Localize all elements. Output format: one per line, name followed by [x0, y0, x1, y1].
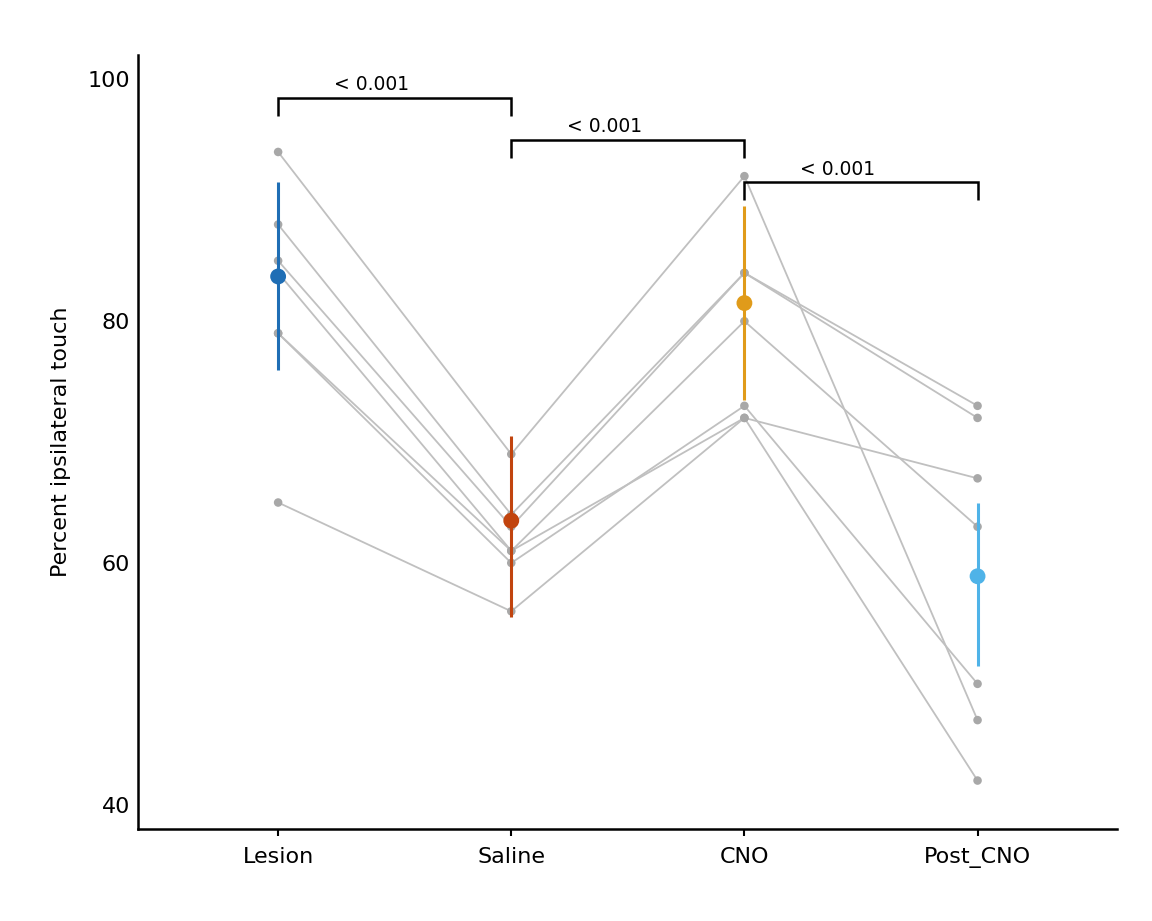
Point [969, 676, 987, 691]
Point [502, 604, 521, 619]
Point [969, 773, 987, 787]
Point [268, 265, 287, 280]
Point [502, 519, 521, 534]
Point [502, 543, 521, 558]
Point [735, 169, 753, 183]
Point [268, 326, 287, 341]
Point [969, 569, 987, 584]
Text: < 0.001: < 0.001 [567, 117, 642, 136]
Point [502, 555, 521, 570]
Point [735, 314, 753, 329]
Point [268, 495, 287, 510]
Point [502, 447, 521, 461]
Point [969, 471, 987, 485]
Point [969, 519, 987, 534]
Point [969, 713, 987, 728]
Text: < 0.001: < 0.001 [334, 75, 409, 94]
Point [735, 411, 753, 426]
Point [268, 269, 287, 284]
Point [735, 296, 753, 310]
Point [268, 253, 287, 268]
Point [735, 265, 753, 280]
Point [735, 411, 753, 426]
Point [502, 543, 521, 558]
Point [268, 145, 287, 159]
Point [969, 411, 987, 426]
Y-axis label: Percent ipsilateral touch: Percent ipsilateral touch [51, 307, 70, 577]
Point [735, 265, 753, 280]
Point [502, 513, 521, 528]
Point [268, 217, 287, 232]
Point [268, 326, 287, 341]
Text: < 0.001: < 0.001 [801, 159, 876, 179]
Point [969, 399, 987, 414]
Point [502, 507, 521, 522]
Point [735, 399, 753, 414]
